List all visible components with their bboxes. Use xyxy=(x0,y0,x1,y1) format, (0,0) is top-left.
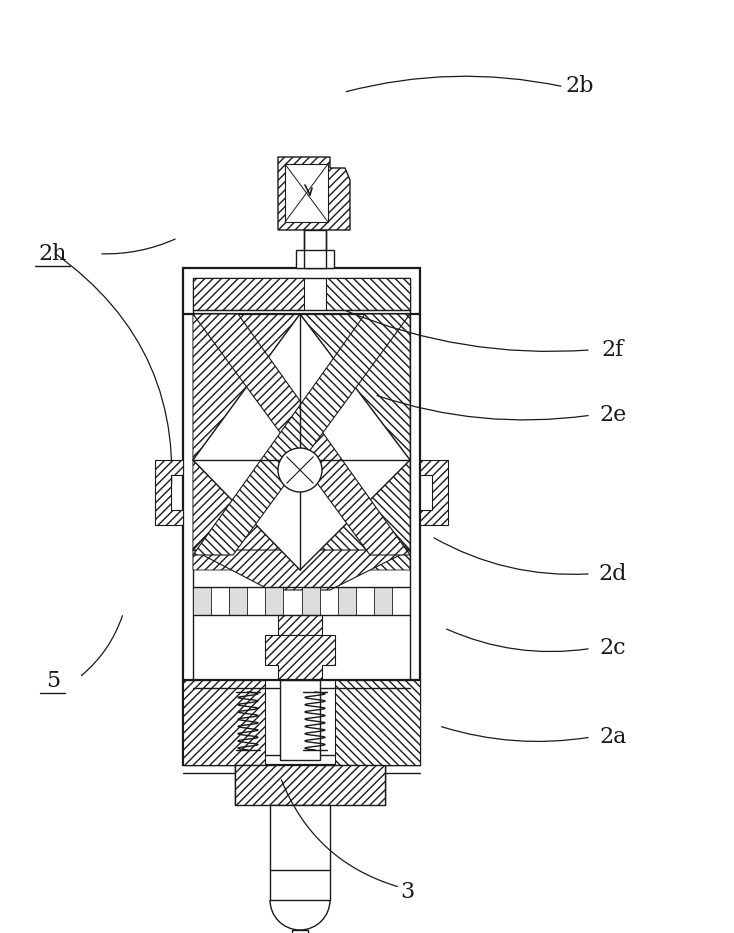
Polygon shape xyxy=(235,765,385,805)
Circle shape xyxy=(278,448,322,492)
Text: 2b: 2b xyxy=(566,75,594,97)
Polygon shape xyxy=(193,460,300,570)
Polygon shape xyxy=(304,230,326,268)
Polygon shape xyxy=(193,587,211,615)
Text: 2d: 2d xyxy=(599,563,627,585)
Polygon shape xyxy=(193,314,315,480)
Polygon shape xyxy=(335,680,420,765)
Text: 5: 5 xyxy=(46,670,60,692)
Text: 2a: 2a xyxy=(599,726,627,748)
Polygon shape xyxy=(265,635,335,680)
Polygon shape xyxy=(265,587,283,615)
Polygon shape xyxy=(193,314,410,555)
Text: 2e: 2e xyxy=(599,404,627,426)
Text: 3: 3 xyxy=(400,881,415,903)
Bar xyxy=(280,680,320,760)
Polygon shape xyxy=(183,680,265,765)
Polygon shape xyxy=(278,615,322,635)
Polygon shape xyxy=(300,460,410,570)
Text: 2c: 2c xyxy=(600,637,626,660)
Polygon shape xyxy=(205,314,395,430)
Polygon shape xyxy=(233,314,410,480)
Polygon shape xyxy=(326,278,410,310)
Bar xyxy=(292,930,308,933)
Bar xyxy=(270,805,330,870)
Polygon shape xyxy=(285,164,328,222)
Polygon shape xyxy=(374,587,392,615)
Polygon shape xyxy=(193,314,410,555)
Polygon shape xyxy=(155,460,183,525)
Polygon shape xyxy=(296,250,334,268)
Polygon shape xyxy=(193,314,410,570)
Bar xyxy=(193,278,410,755)
Polygon shape xyxy=(300,314,410,460)
Bar xyxy=(183,268,420,765)
Text: 2f: 2f xyxy=(602,339,624,361)
Polygon shape xyxy=(229,587,247,615)
Polygon shape xyxy=(193,278,304,310)
Polygon shape xyxy=(302,587,319,615)
Polygon shape xyxy=(193,550,410,590)
Text: 2h: 2h xyxy=(39,243,67,265)
Polygon shape xyxy=(338,587,356,615)
Polygon shape xyxy=(193,314,300,460)
Polygon shape xyxy=(420,460,448,525)
Polygon shape xyxy=(278,157,350,230)
